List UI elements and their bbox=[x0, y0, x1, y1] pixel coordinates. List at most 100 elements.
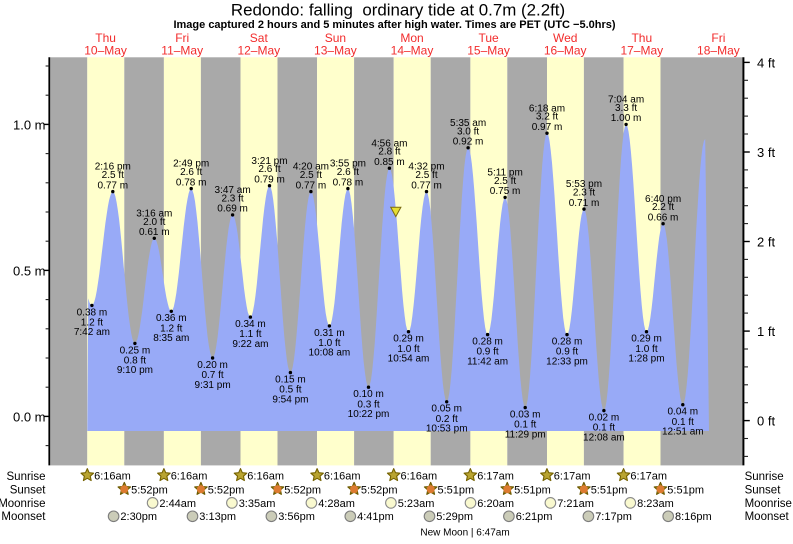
svg-text:Thu: Thu bbox=[95, 31, 116, 45]
svg-text:0.25 m: 0.25 m bbox=[120, 345, 151, 356]
svg-text:0.28 m: 0.28 m bbox=[472, 337, 503, 348]
svg-text:Sun: Sun bbox=[325, 31, 346, 45]
svg-text:4:32 pm: 4:32 pm bbox=[408, 162, 444, 173]
svg-text:Image captured 2 hours and 5 m: Image captured 2 hours and 5 minutes aft… bbox=[173, 19, 615, 31]
svg-text:1.0 ft: 1.0 ft bbox=[397, 344, 419, 355]
svg-text:4:56 am: 4:56 am bbox=[371, 138, 407, 149]
svg-text:10:22 pm: 10:22 pm bbox=[348, 409, 390, 420]
svg-text:1.0 m: 1.0 m bbox=[13, 117, 46, 132]
svg-text:5:11 pm: 5:11 pm bbox=[487, 168, 522, 179]
svg-text:0.77 m: 0.77 m bbox=[411, 180, 442, 191]
svg-text:6:16am: 6:16am bbox=[247, 471, 284, 483]
svg-text:2:44am: 2:44am bbox=[159, 498, 196, 510]
svg-text:0.61 m: 0.61 m bbox=[139, 227, 170, 238]
svg-text:5:51pm: 5:51pm bbox=[438, 484, 475, 496]
svg-text:3:56pm: 3:56pm bbox=[278, 511, 315, 523]
svg-text:5:35 am: 5:35 am bbox=[450, 118, 486, 129]
svg-text:0.15 m: 0.15 m bbox=[275, 375, 306, 386]
svg-text:0.36 m: 0.36 m bbox=[156, 313, 187, 324]
svg-text:Sat: Sat bbox=[250, 31, 269, 45]
svg-text:0.9 ft: 0.9 ft bbox=[476, 347, 498, 358]
svg-text:2.6 ft: 2.6 ft bbox=[258, 164, 280, 175]
svg-text:6:17am: 6:17am bbox=[630, 471, 667, 483]
svg-text:5:51pm: 5:51pm bbox=[514, 484, 551, 496]
svg-text:3:16 am: 3:16 am bbox=[136, 208, 172, 219]
svg-text:16–May: 16–May bbox=[544, 44, 587, 58]
svg-text:Fri: Fri bbox=[711, 31, 725, 45]
svg-text:0.2 ft: 0.2 ft bbox=[436, 414, 458, 425]
svg-text:Fri: Fri bbox=[175, 31, 189, 45]
svg-text:0.66 m: 0.66 m bbox=[648, 212, 679, 223]
svg-text:1 ft: 1 ft bbox=[757, 324, 775, 339]
svg-text:2.5 ft: 2.5 ft bbox=[300, 170, 322, 181]
svg-text:5:52pm: 5:52pm bbox=[284, 484, 321, 496]
svg-text:0.8 ft: 0.8 ft bbox=[124, 356, 146, 367]
svg-text:7:42 am: 7:42 am bbox=[74, 327, 110, 338]
svg-text:5:51pm: 5:51pm bbox=[667, 484, 704, 496]
svg-text:10–May: 10–May bbox=[84, 44, 127, 58]
svg-text:4 ft: 4 ft bbox=[757, 56, 775, 71]
svg-text:3:47 am: 3:47 am bbox=[215, 185, 251, 196]
svg-text:0.31 m: 0.31 m bbox=[314, 328, 345, 339]
svg-text:9:54 pm: 9:54 pm bbox=[272, 394, 308, 405]
svg-text:2.0 ft: 2.0 ft bbox=[143, 217, 165, 228]
svg-text:2.6 ft: 2.6 ft bbox=[180, 167, 202, 178]
svg-text:2.6 ft: 2.6 ft bbox=[337, 167, 359, 178]
svg-text:2:30pm: 2:30pm bbox=[120, 511, 157, 523]
svg-text:6:16am: 6:16am bbox=[171, 471, 208, 483]
svg-text:Moonrise: Moonrise bbox=[0, 498, 46, 510]
svg-text:Redondo: falling ordinary tid: Redondo: falling ordinary tide at 0.7m (… bbox=[231, 1, 565, 20]
svg-text:0.0 m: 0.0 m bbox=[13, 409, 46, 424]
svg-text:6:17am: 6:17am bbox=[477, 471, 514, 483]
svg-text:0.29 m: 0.29 m bbox=[393, 334, 424, 345]
svg-text:7:21am: 7:21am bbox=[557, 498, 594, 510]
svg-text:0.05 m: 0.05 m bbox=[431, 404, 462, 415]
svg-text:13–May: 13–May bbox=[314, 44, 357, 58]
svg-text:5:23am: 5:23am bbox=[398, 498, 435, 510]
svg-text:10:08 am: 10:08 am bbox=[309, 348, 351, 359]
svg-text:6:40 pm: 6:40 pm bbox=[645, 194, 681, 205]
svg-text:1.0 ft: 1.0 ft bbox=[635, 344, 657, 355]
svg-text:4:20 am: 4:20 am bbox=[293, 162, 329, 173]
svg-text:0.75 m: 0.75 m bbox=[490, 186, 521, 197]
svg-text:6:16am: 6:16am bbox=[324, 471, 361, 483]
svg-text:0.1 ft: 0.1 ft bbox=[672, 417, 694, 428]
svg-text:8:35 am: 8:35 am bbox=[153, 333, 189, 344]
svg-text:5:51pm: 5:51pm bbox=[591, 484, 628, 496]
svg-text:3:13pm: 3:13pm bbox=[199, 511, 236, 523]
svg-text:12:33 pm: 12:33 pm bbox=[546, 356, 588, 367]
svg-text:4:41pm: 4:41pm bbox=[357, 511, 394, 523]
svg-text:0.79 m: 0.79 m bbox=[254, 174, 285, 185]
svg-text:10:54 am: 10:54 am bbox=[388, 354, 430, 365]
svg-text:0.77 m: 0.77 m bbox=[296, 180, 327, 191]
svg-text:5:52pm: 5:52pm bbox=[361, 484, 398, 496]
svg-text:6:21pm: 6:21pm bbox=[516, 511, 553, 523]
svg-text:Thu: Thu bbox=[631, 31, 652, 45]
svg-text:Sunrise: Sunrise bbox=[7, 471, 46, 483]
svg-text:Sunrise: Sunrise bbox=[745, 471, 784, 483]
svg-text:0.78 m: 0.78 m bbox=[333, 177, 364, 188]
svg-text:2.8 ft: 2.8 ft bbox=[378, 147, 400, 158]
svg-text:11:29 pm: 11:29 pm bbox=[505, 429, 546, 440]
svg-text:1.2 ft: 1.2 ft bbox=[81, 318, 103, 329]
svg-text:10:53 pm: 10:53 pm bbox=[426, 424, 468, 435]
svg-text:Sunset: Sunset bbox=[745, 484, 782, 496]
svg-text:0.7 ft: 0.7 ft bbox=[201, 370, 223, 381]
svg-text:0.78 m: 0.78 m bbox=[176, 177, 207, 188]
svg-text:5:52pm: 5:52pm bbox=[208, 484, 245, 496]
svg-text:Moonrise: Moonrise bbox=[745, 498, 792, 510]
svg-text:7:04 am: 7:04 am bbox=[608, 95, 644, 106]
svg-text:8:16pm: 8:16pm bbox=[675, 511, 712, 523]
svg-text:0.20 m: 0.20 m bbox=[197, 360, 228, 371]
svg-text:11:42 am: 11:42 am bbox=[467, 356, 508, 367]
svg-text:0.92 m: 0.92 m bbox=[453, 137, 484, 148]
svg-text:Wed: Wed bbox=[553, 31, 577, 45]
svg-text:17–May: 17–May bbox=[620, 44, 663, 58]
svg-text:0.9 ft: 0.9 ft bbox=[556, 347, 578, 358]
svg-text:3:21 pm: 3:21 pm bbox=[251, 156, 287, 167]
svg-text:0 ft: 0 ft bbox=[757, 414, 775, 429]
svg-text:12:08 am: 12:08 am bbox=[583, 432, 625, 443]
svg-text:0.02 m: 0.02 m bbox=[589, 413, 620, 424]
svg-text:New Moon | 6:47am: New Moon | 6:47am bbox=[420, 528, 509, 539]
svg-text:3.2 ft: 3.2 ft bbox=[536, 112, 558, 123]
